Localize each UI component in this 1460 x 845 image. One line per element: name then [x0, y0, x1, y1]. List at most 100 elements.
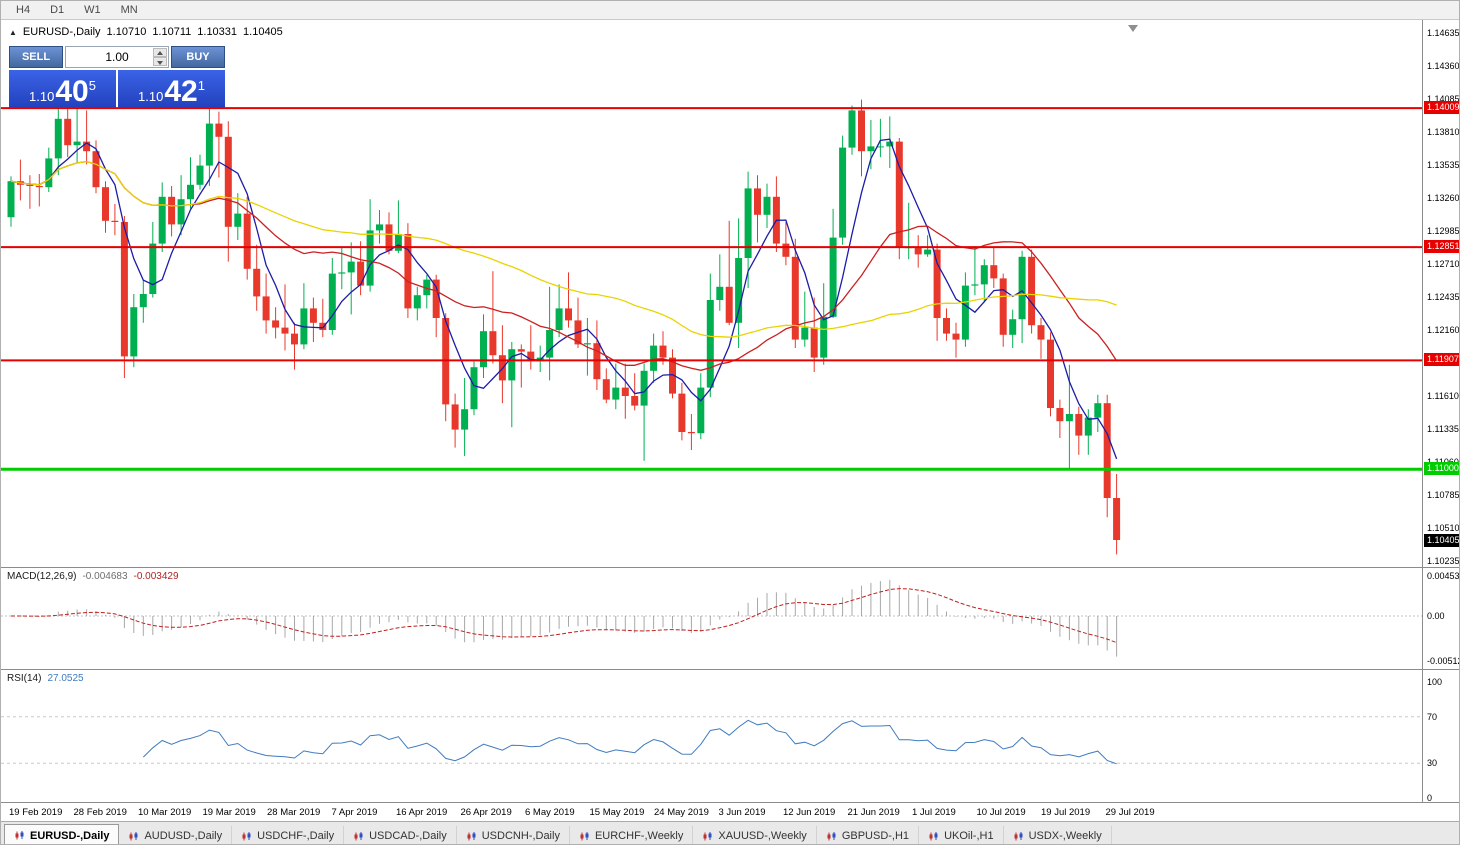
buy-button[interactable]: BUY: [171, 46, 225, 68]
macd-scale-label: 0.00: [1427, 611, 1445, 621]
price-chart-pane[interactable]: ▲ EURUSD-,Daily 1.10710 1.10711 1.10331 …: [1, 20, 1459, 567]
rsi-svg: [1, 716, 1422, 765]
chart-tab-eurchf-weekly[interactable]: EURCHF-,Weekly: [569, 826, 694, 844]
chart-tab-audusd-daily[interactable]: AUDUSD-,Daily: [119, 826, 233, 844]
date-label: 19 Feb 2019: [9, 807, 63, 818]
time-axis[interactable]: 19 Feb 2019 28 Feb 2019 10 Mar 2019 19 Mar …: [1, 802, 1459, 821]
rsi-scale-label: 30: [1427, 758, 1438, 769]
volume-value: 1.00: [105, 50, 129, 64]
chart-tab-label: EURUSD-,Daily: [30, 829, 110, 842]
price-scale-tick: 1.10510: [1427, 523, 1460, 533]
date-label: 15 May 2019: [589, 807, 645, 818]
rsi-pane[interactable]: RSI(14) 27.0525: [1, 669, 1459, 802]
rsi-label: RSI(14) 27.0525: [7, 673, 84, 684]
price-scale-tick: 1.12710: [1427, 259, 1460, 269]
rsi-scale-label: 100: [1427, 677, 1443, 687]
one-click-collapse-icon[interactable]: ▲: [9, 27, 17, 37]
chart-tab-bar: EURUSD-,Daily AUDUSD-,Daily USDCHF-,Daily U…: [1, 821, 1459, 844]
chart-tab-label: USDCAD-,Daily: [369, 830, 447, 842]
price-scale-tick: 1.12985: [1427, 226, 1460, 236]
timeframe-toolbar: H4 D1 W1 MN: [1, 1, 1459, 20]
chart-tab-icon: [703, 831, 712, 840]
chart-tab-icon: [354, 831, 363, 840]
macd-pane[interactable]: MACD(12,26,9) -0.004683 -0.003429: [1, 567, 1459, 669]
chart-tab-icon: [242, 831, 251, 840]
date-label: 10 Jul 2019: [976, 807, 1026, 818]
price-scale-tick: 1.12160: [1427, 325, 1460, 335]
date-label: 28 Feb 2019: [73, 807, 127, 818]
macd-scale-label: 0.004532: [1427, 571, 1460, 581]
price-scale-tick: 1.11060: [1427, 457, 1459, 467]
chart-tab-usdcad-daily[interactable]: USDCAD-,Daily: [344, 826, 457, 844]
date-label: 21 Jun 2019: [847, 807, 900, 818]
volume-up-arrow[interactable]: [153, 48, 167, 57]
sell-price-panel[interactable]: 1.10 40 5: [9, 70, 116, 108]
date-label: 7 Apr 2019: [331, 807, 378, 818]
buy-price-big-figure: 1.10: [138, 89, 164, 104]
macd-scale-label: -0.005122: [1427, 656, 1459, 667]
date-label: 16 Apr 2019: [396, 807, 448, 818]
buy-price-point: 1: [197, 78, 205, 93]
chart-tab-icon: [1014, 831, 1023, 840]
date-label: 10 Mar 2019: [138, 807, 192, 818]
chart-tab-usdx-weekly[interactable]: USDX-,Weekly: [1003, 826, 1112, 844]
chart-tab-icon: [580, 831, 589, 840]
chart-tab-label: AUDUSD-,Daily: [144, 830, 223, 842]
price-scale-tick: 1.10785: [1427, 490, 1460, 500]
ohlc-open: 1.10710: [106, 26, 147, 38]
price-scale-tick: 1.14085: [1427, 94, 1460, 104]
chart-tab-ukoil-h1[interactable]: UKOil-,H1: [919, 826, 1004, 844]
sell-button[interactable]: SELL: [9, 46, 63, 68]
price-scale-tick: 1.11610: [1427, 391, 1459, 401]
ohlc-low: 1.10331: [197, 26, 238, 38]
price-scale-tick: 1.13260: [1427, 193, 1460, 203]
price-scale-tick: 1.12435: [1427, 292, 1460, 302]
macd-label: MACD(12,26,9) -0.004683 -0.003429: [7, 571, 179, 582]
date-label: 28 Mar 2019: [267, 807, 321, 818]
chart-shift-marker-icon[interactable]: [1128, 25, 1138, 32]
date-label: 26 Apr 2019: [460, 807, 512, 818]
date-label: 29 Jul 2019: [1105, 807, 1155, 818]
price-scale-tick: 1.13810: [1427, 127, 1460, 137]
chart-tab-label: USDCHF-,Daily: [257, 830, 335, 842]
chart-tab-usdcnh-daily[interactable]: USDCNH-,Daily: [456, 826, 570, 844]
chart-tab-xauusd-weekly[interactable]: XAUUSD-,Weekly: [693, 826, 817, 844]
rsi-scale-label: 70: [1427, 711, 1438, 722]
date-label: 6 May 2019: [525, 807, 575, 818]
rsi-name: RSI(14): [7, 673, 42, 684]
macd-name: MACD(12,26,9): [7, 571, 77, 582]
volume-down-arrow[interactable]: [153, 57, 167, 66]
chart-tab-icon: [15, 831, 24, 840]
macd-svg: [1, 579, 1422, 657]
price-scale-tick: 1.14360: [1427, 61, 1460, 71]
timeframe-button-mn[interactable]: MN: [120, 4, 138, 16]
buy-price-pips: 42: [164, 75, 198, 108]
price-scale-tick: 1.13535: [1427, 160, 1460, 170]
chart-tab-gbpusd-h1[interactable]: GBPUSD-,H1: [816, 826, 920, 844]
chart-tab-icon: [827, 831, 836, 840]
rsi-value: 27.0525: [47, 673, 84, 684]
chart-tab-icon: [467, 831, 476, 840]
date-label: 1 Jul 2019: [912, 807, 956, 818]
chart-tab-usdchf-daily[interactable]: USDCHF-,Daily: [232, 826, 345, 844]
volume-input[interactable]: 1.00: [65, 46, 169, 68]
date-label: 12 Jun 2019: [783, 807, 836, 818]
date-label: 3 Jun 2019: [718, 807, 766, 818]
chart-tab-icon: [929, 831, 938, 840]
timeframe-button-h4[interactable]: H4: [16, 4, 31, 16]
date-label: 19 Jul 2019: [1041, 807, 1091, 818]
rsi-scale-label: 0: [1427, 793, 1433, 803]
chart-tab-eurusd-daily[interactable]: EURUSD-,Daily: [4, 824, 120, 844]
price-level-label: 1.11907: [1424, 353, 1459, 367]
price-scale[interactable]: 1.14635 1.14360 1.14085 1.13810 1.13535 1.132…: [1422, 20, 1460, 803]
date-label: 24 May 2019: [654, 807, 709, 818]
timeframe-button-d1[interactable]: D1: [50, 4, 65, 16]
macd-main-value: -0.004683: [82, 571, 128, 582]
date-label: 19 Mar 2019: [202, 807, 256, 818]
sell-price-big-figure: 1.10: [29, 89, 55, 104]
timeframe-button-w1[interactable]: W1: [84, 4, 101, 16]
buy-price-panel[interactable]: 1.10 42 1: [118, 70, 225, 108]
macd-signal-value: -0.003429: [133, 571, 179, 582]
one-click-trading-panel: SELL 1.00 BUY 1.10 40 5 1.1: [9, 46, 225, 108]
